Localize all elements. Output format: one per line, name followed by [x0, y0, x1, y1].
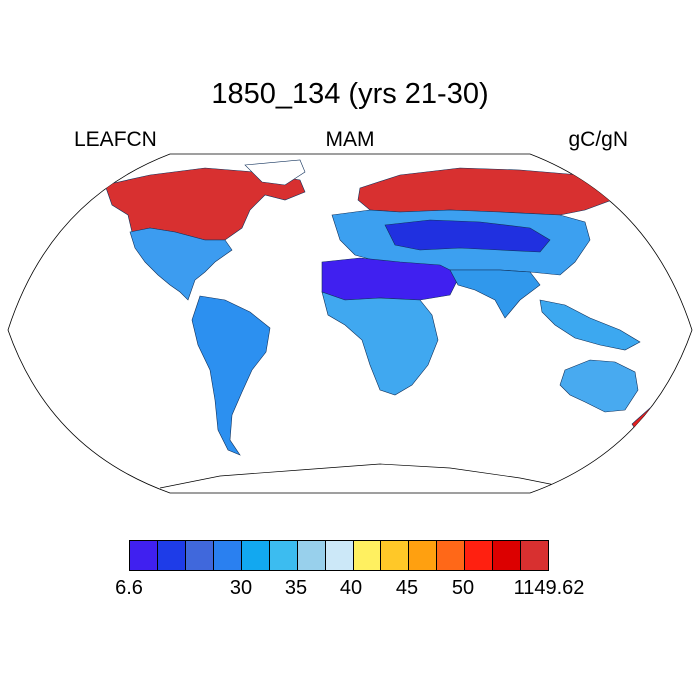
colorbar-cell-8: [353, 541, 382, 570]
units-label: gC/gN: [568, 128, 628, 151]
region-north-america-north: [104, 167, 306, 241]
region-south-america: [191, 295, 271, 456]
antarctica-outline: [159, 463, 561, 489]
colorbar-cell-9: [381, 541, 410, 570]
colorbar-cell-1: [157, 541, 186, 570]
season-label: MAM: [325, 128, 375, 151]
colorbar-cell-12: [465, 541, 494, 570]
variable-label: LEAFCN: [74, 128, 157, 151]
region-southeast-asia: [539, 299, 641, 351]
colorbar-cell-13: [493, 541, 522, 570]
colorbar-tick-0: 6.6: [115, 577, 143, 599]
colorbar-cell-11: [437, 541, 466, 570]
colorbar: [129, 540, 549, 571]
colorbar-tick-6: 1149.62: [513, 577, 585, 599]
colorbar-cell-7: [325, 541, 354, 570]
region-australia: [559, 359, 639, 413]
colorbar-tick-3: 40: [339, 577, 363, 599]
region-north-america-south: [129, 227, 233, 301]
plot-title: 1850_134 (yrs 21-30): [211, 78, 489, 110]
colorbar-cell-6: [297, 541, 326, 570]
colorbar-cell-4: [241, 541, 270, 570]
colorbar-tick-2: 35: [284, 577, 308, 599]
colorbar-cell-2: [185, 541, 214, 570]
colorbar-cell-14: [521, 541, 549, 570]
colorbar-ticks: 6.6 30 35 40 45 50 1149.62: [0, 577, 700, 607]
colorbar-cell-0: [130, 541, 158, 570]
colorbar-cell-5: [269, 541, 298, 570]
region-south-asia: [449, 269, 541, 319]
colorbar-tick-4: 45: [395, 577, 419, 599]
colorbar-tick-5: 50: [451, 577, 475, 599]
region-africa: [321, 291, 439, 396]
colorbar-cell-3: [213, 541, 242, 570]
region-greenland: [244, 159, 306, 186]
colorbar-tick-1: 30: [229, 577, 253, 599]
region-central-asia: [384, 219, 551, 253]
colorbar-cell-10: [409, 541, 438, 570]
